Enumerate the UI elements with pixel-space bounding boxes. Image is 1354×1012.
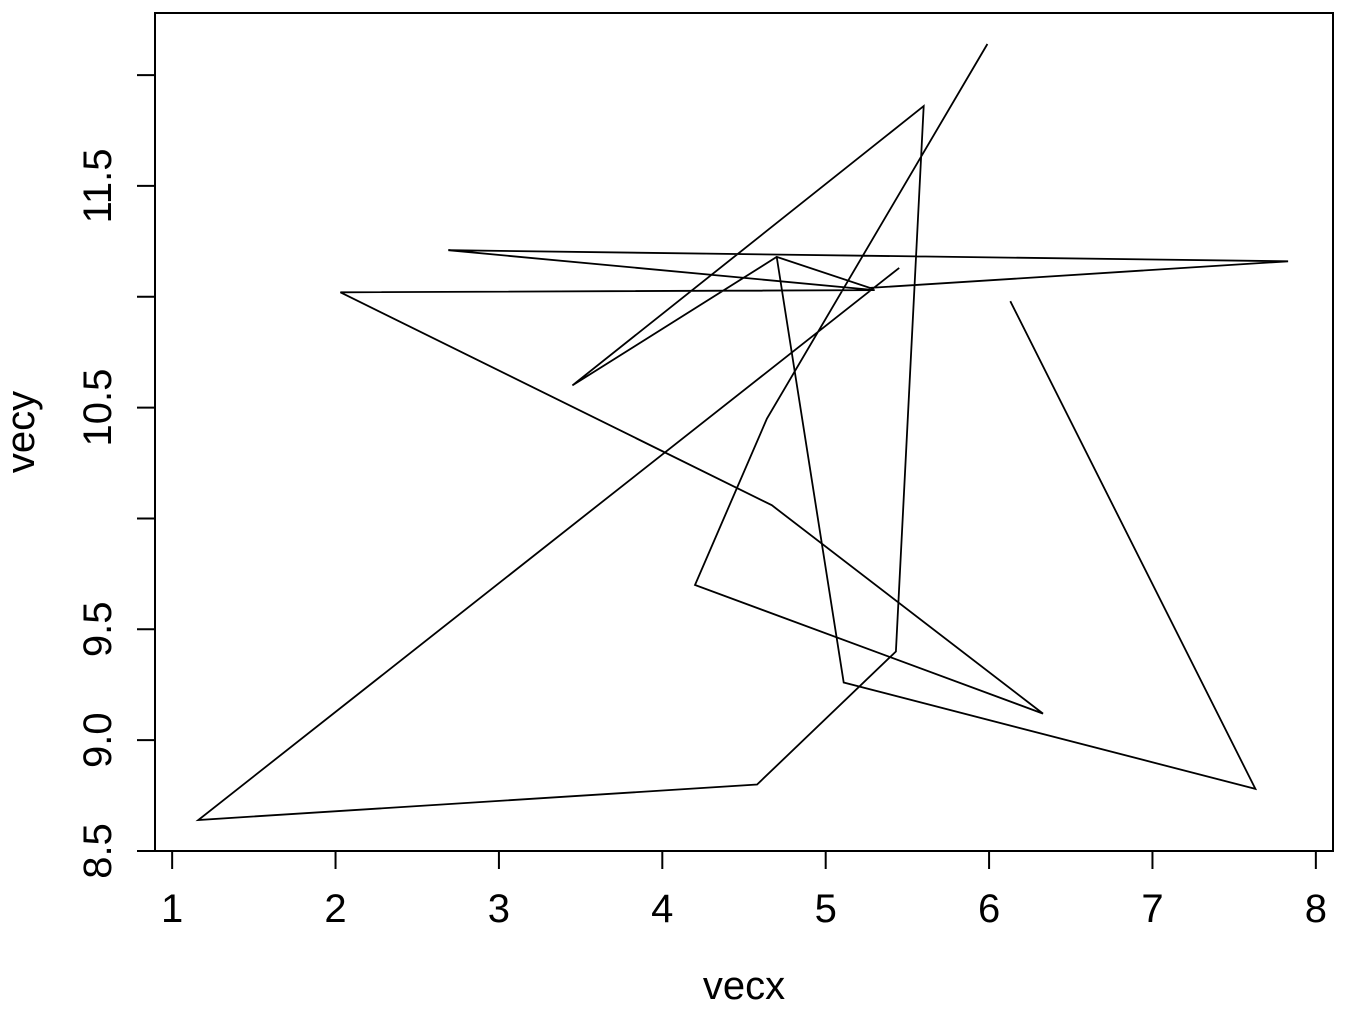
x-axis-label: vecx	[703, 964, 785, 1008]
x-tick-label: 6	[978, 887, 1000, 931]
series-layer	[195, 43, 1289, 822]
x-tick-label: 2	[324, 887, 346, 931]
plot-frame	[154, 12, 1334, 852]
x-tick-label: 3	[488, 887, 510, 931]
x-tick-label: 5	[815, 887, 837, 931]
x-tick-label: 7	[1141, 887, 1163, 931]
x-tick-label: 8	[1305, 887, 1327, 931]
y-tick-label: 11.5	[76, 148, 120, 223]
y-tick-label: 9.0	[76, 712, 120, 768]
y-axis-label: vecy	[0, 391, 43, 473]
x-tick-label: 4	[651, 887, 673, 931]
y-axis: 8.5 9.0 9.5 10.5 11.5	[76, 74, 156, 879]
x-axis: 1 2 3 4 5 6 7 8	[161, 850, 1327, 931]
y-tick-label: 9.5	[76, 602, 120, 658]
y-tick-label: 10.5	[76, 369, 120, 447]
series-line-2	[775, 256, 1258, 791]
y-tick-label: 8.5	[76, 823, 120, 879]
x-tick-label: 1	[161, 887, 183, 931]
series-line-1	[195, 43, 1289, 822]
